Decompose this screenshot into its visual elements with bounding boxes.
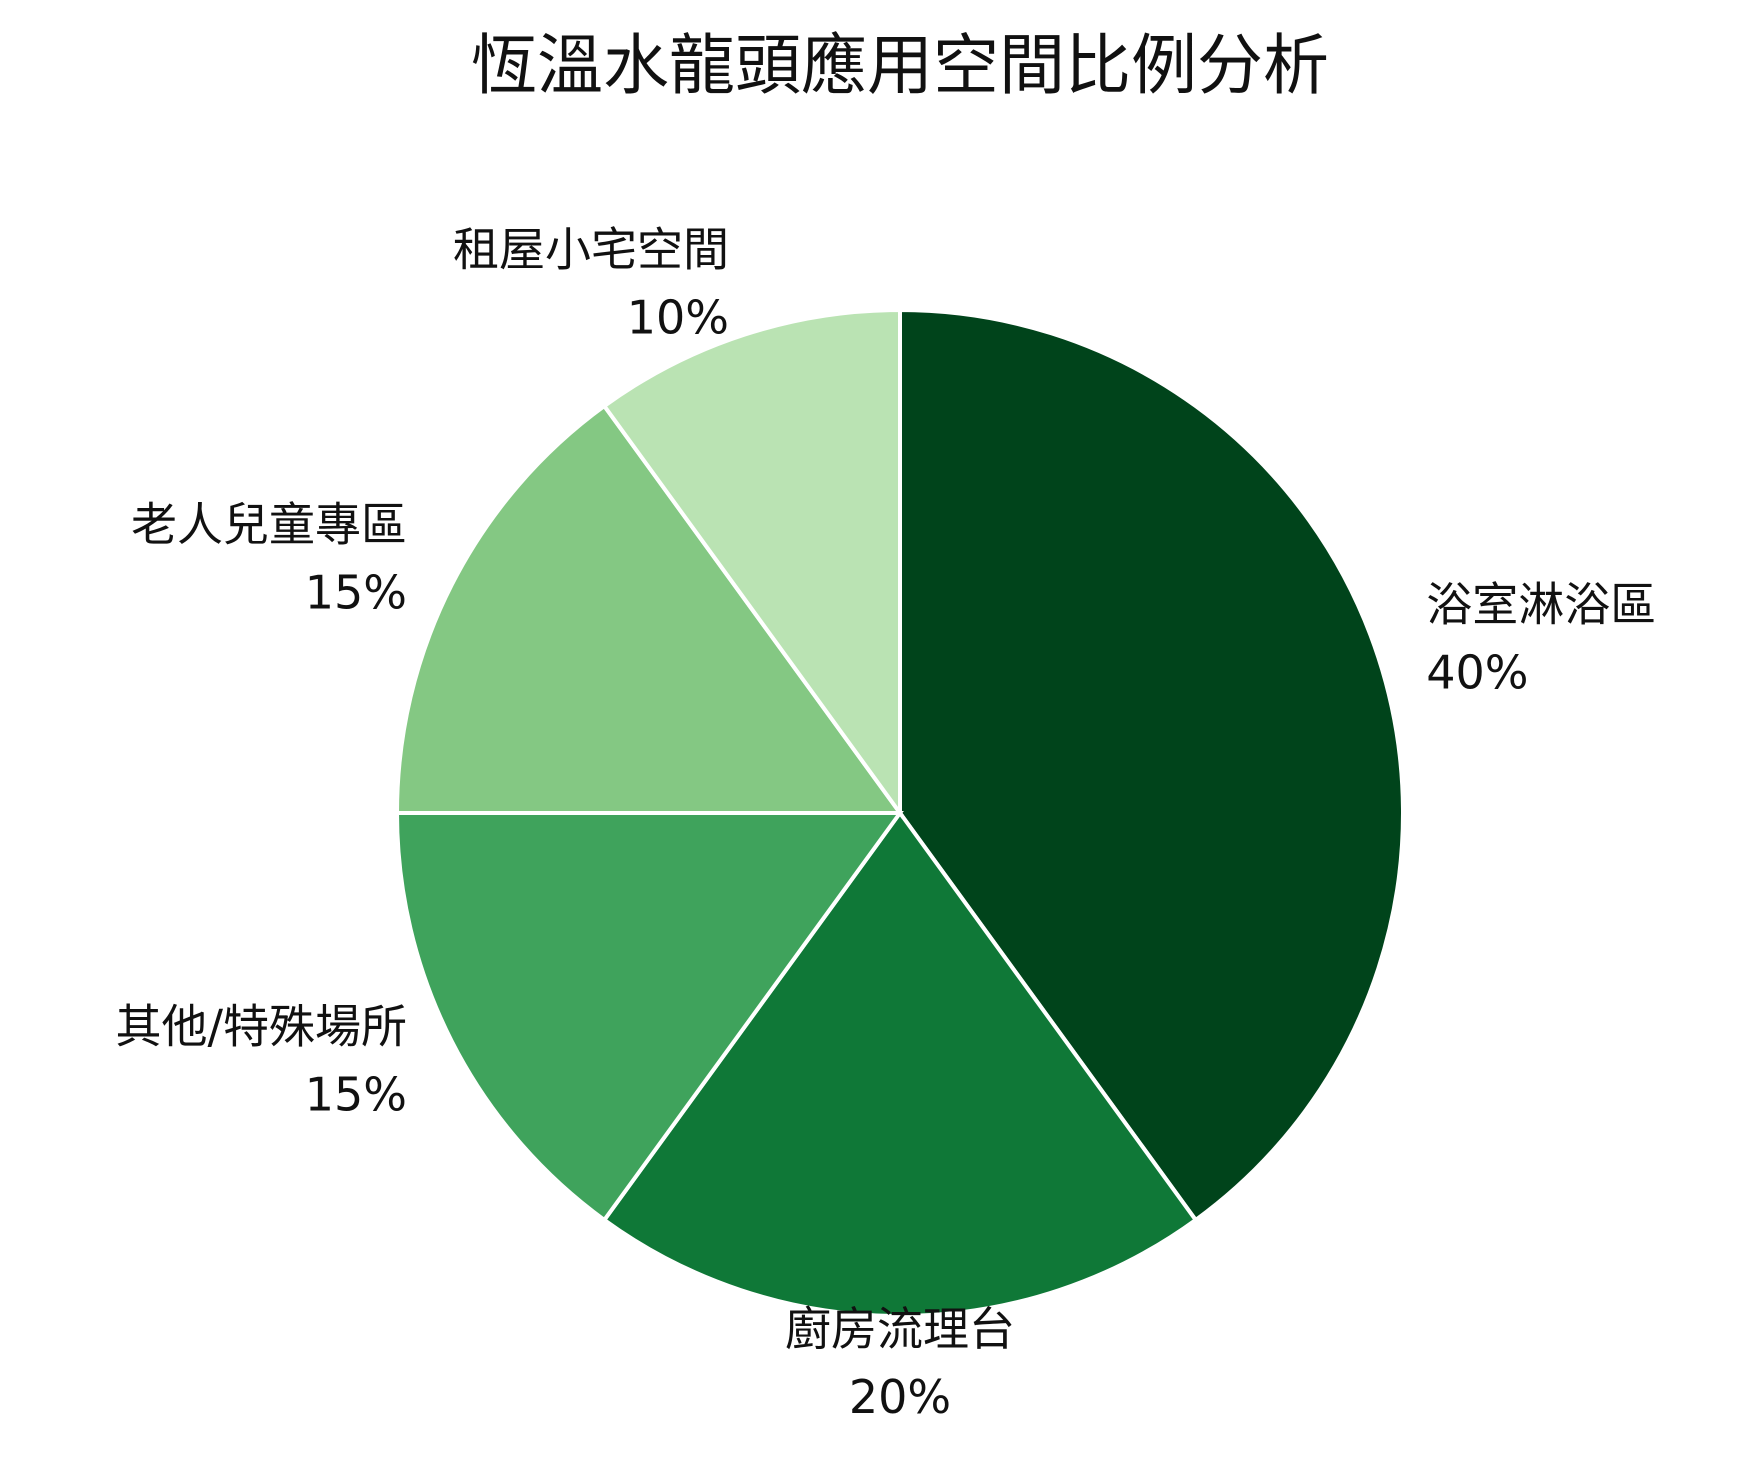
pie-slice	[601, 307, 902, 820]
pie-slice	[601, 809, 1199, 1319]
chart-title: 恆溫水龍頭應用空間比例分析	[471, 27, 1329, 104]
slice-label: 其他/特殊場所	[116, 1000, 408, 1054]
pie-slice	[898, 307, 1405, 1223]
slice-label: 租屋小宅空間	[453, 222, 729, 276]
slice-value-label: 40%	[1426, 646, 1528, 700]
slice-value-label: 20%	[849, 1370, 951, 1424]
slice-value-label: 15%	[305, 565, 407, 619]
slice-value-label: 10%	[627, 290, 729, 344]
pie-slice	[394, 811, 904, 1223]
slice-label: 浴室淋浴區	[1426, 578, 1656, 632]
pie-slice	[394, 403, 904, 815]
slice-label: 老人兒童專區	[131, 497, 407, 551]
slice-label: 廚房流理台	[785, 1302, 1015, 1356]
slice-value-label: 15%	[305, 1068, 407, 1122]
